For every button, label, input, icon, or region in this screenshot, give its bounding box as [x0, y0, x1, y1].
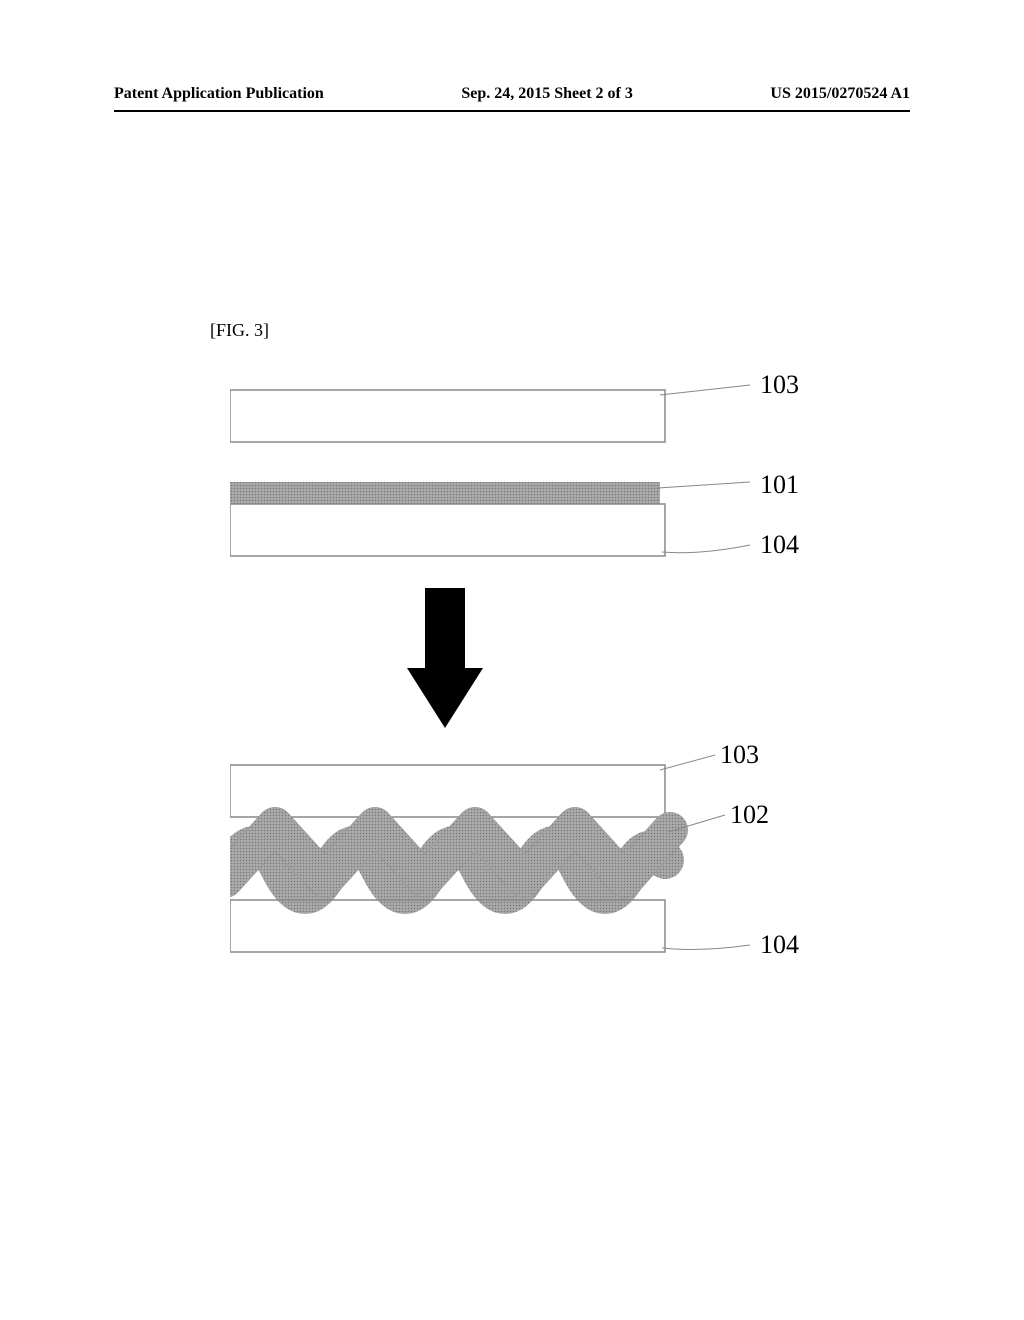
box-103-top [230, 390, 665, 442]
leader-103-top [660, 385, 750, 395]
figure-label: [FIG. 3] [210, 320, 269, 341]
label-101: 101 [760, 470, 799, 500]
header-divider [114, 110, 910, 112]
header-patent-number: US 2015/0270524 A1 [770, 85, 910, 103]
layer-101 [230, 482, 660, 504]
label-103-bottom: 103 [720, 740, 759, 770]
box-104-top [230, 504, 665, 556]
leader-101 [658, 482, 750, 488]
layer-102-wavy [230, 825, 670, 895]
label-104-bottom: 104 [760, 930, 799, 960]
diagram-svg [230, 370, 810, 1010]
leader-104-bottom [662, 945, 750, 949]
label-102: 102 [730, 800, 769, 830]
label-103-top: 103 [760, 370, 799, 400]
process-arrow [407, 588, 483, 728]
label-104-top: 104 [760, 530, 799, 560]
header-sheet-info: Sep. 24, 2015 Sheet 2 of 3 [461, 85, 633, 103]
diagram-container: 103 101 104 103 102 104 [230, 370, 810, 1010]
header-publication: Patent Application Publication [114, 85, 324, 103]
page-header: Patent Application Publication Sep. 24, … [0, 85, 1024, 103]
leader-104-top [662, 545, 750, 553]
leader-103-bottom [660, 755, 715, 770]
box-103-bottom [230, 765, 665, 817]
